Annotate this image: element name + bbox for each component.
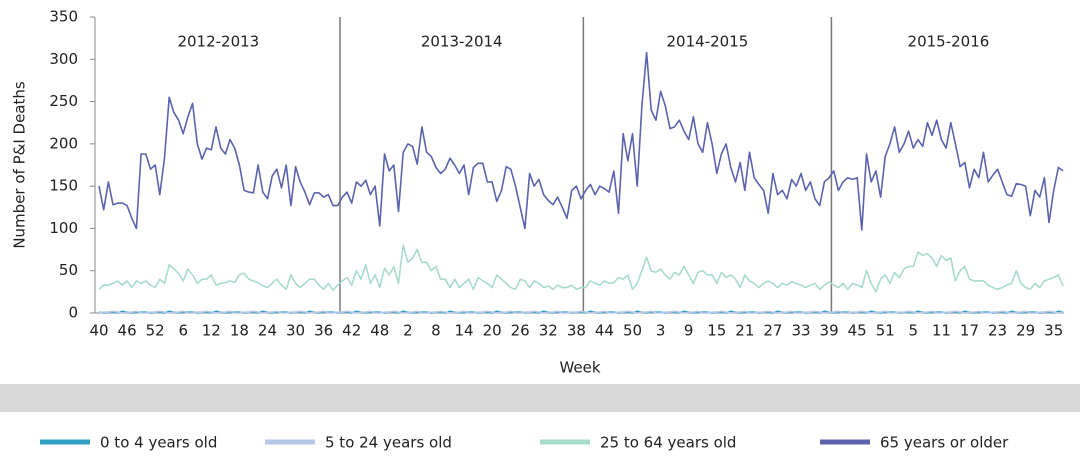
x-tick-label: 38: [567, 322, 586, 340]
x-tick-label: 48: [370, 322, 389, 340]
x-tick-label: 50: [623, 322, 642, 340]
x-tick-label: 52: [146, 322, 165, 340]
series-line: [98, 310, 1064, 314]
x-tick-label: 17: [960, 322, 979, 340]
x-tick-label: 3: [656, 322, 666, 340]
y-tick-label: 350: [49, 8, 78, 26]
x-axis-label: Week: [559, 359, 600, 377]
x-tick-label: 32: [539, 322, 558, 340]
x-tick-label: 33: [791, 322, 810, 340]
x-tick-label: 2: [403, 322, 413, 340]
x-tick-label: 30: [286, 322, 305, 340]
y-tick-label: 200: [49, 134, 78, 152]
x-tick-label: 21: [735, 322, 754, 340]
y-tick-label: 50: [59, 261, 78, 279]
x-tick-label: 36: [314, 322, 333, 340]
season-label: 2014-2015: [667, 33, 749, 51]
x-tick-label: 9: [684, 322, 694, 340]
legend-label: 25 to 64 years old: [600, 434, 736, 452]
x-tick-label: 45: [848, 322, 867, 340]
series-line: [98, 244, 1064, 293]
x-tick-label: 51: [876, 322, 895, 340]
x-tick-label: 24: [258, 322, 277, 340]
x-tick-label: 15: [707, 322, 726, 340]
x-tick-label: 18: [230, 322, 249, 340]
y-tick-label: 100: [49, 219, 78, 237]
x-tick-label: 8: [431, 322, 441, 340]
legend-label: 5 to 24 years old: [325, 434, 452, 452]
legend-label: 65 years or older: [880, 434, 1009, 452]
band: [0, 384, 1080, 412]
season-label: 2015-2016: [908, 33, 990, 51]
x-tick-label: 39: [820, 322, 839, 340]
x-tick-label: 11: [932, 322, 951, 340]
legend-label: 0 to 4 years old: [100, 434, 217, 452]
y-axis-label: Number of P&I Deaths: [11, 81, 29, 249]
y-tick-label: 250: [49, 92, 78, 110]
x-tick-label: 29: [1016, 322, 1035, 340]
x-tick-label: 5: [909, 322, 919, 340]
season-label: 2013-2014: [421, 33, 503, 51]
x-tick-label: 46: [118, 322, 137, 340]
x-tick-label: 14: [454, 322, 473, 340]
x-tick-label: 26: [511, 322, 530, 340]
series-line: [98, 51, 1064, 231]
x-tick-label: 23: [988, 322, 1007, 340]
x-tick-label: 12: [202, 322, 221, 340]
x-tick-label: 6: [178, 322, 188, 340]
x-tick-label: 27: [763, 322, 782, 340]
y-tick-label: 300: [49, 50, 78, 68]
y-tick-label: 0: [68, 304, 78, 322]
x-tick-label: 44: [595, 322, 614, 340]
season-label: 2012-2013: [177, 33, 259, 51]
x-tick-label: 35: [1044, 322, 1063, 340]
x-tick-label: 42: [342, 322, 361, 340]
y-tick-label: 150: [49, 177, 78, 195]
x-tick-label: 40: [89, 322, 108, 340]
x-tick-label: 20: [483, 322, 502, 340]
